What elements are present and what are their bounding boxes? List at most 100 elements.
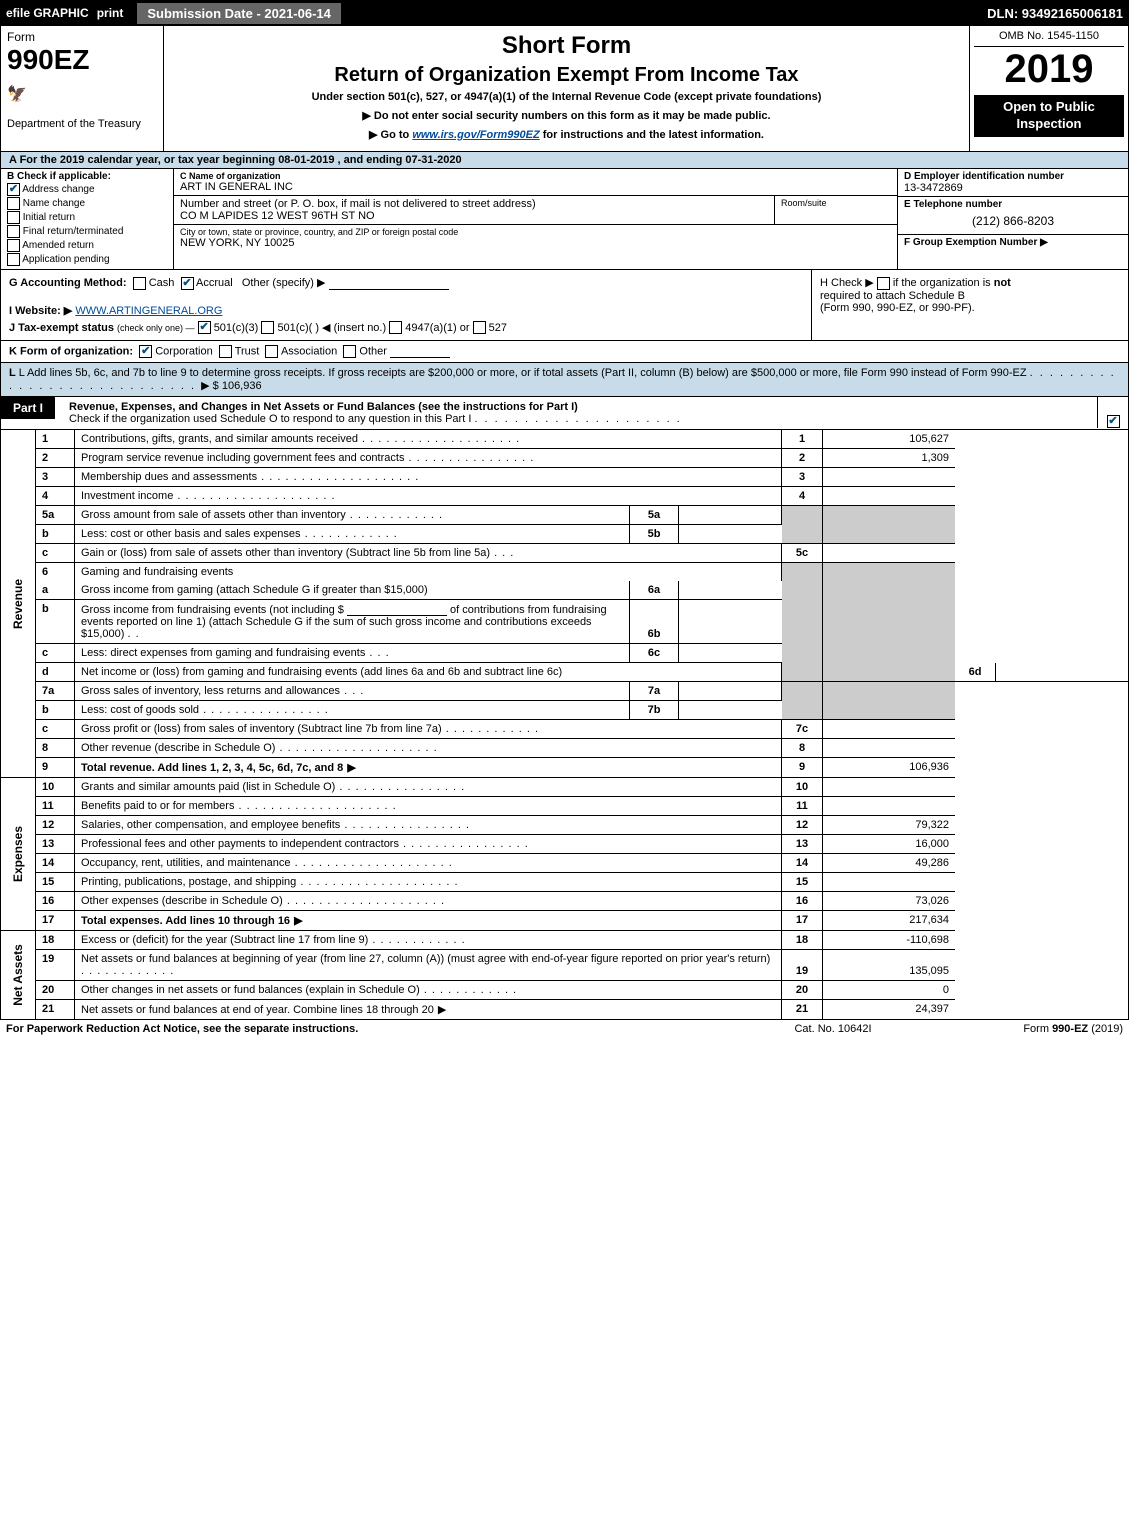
grey-cell	[823, 506, 956, 544]
row-4: 4 Investment income 4	[1, 487, 1129, 506]
k-assoc-chk[interactable]	[265, 345, 278, 358]
chk-initial-return[interactable]: Initial return	[7, 211, 167, 224]
omb-number: OMB No. 1545-1150	[974, 30, 1124, 47]
linetext: Less: direct expenses from gaming and fu…	[81, 647, 390, 659]
subcell: 7b	[630, 701, 679, 720]
l-text: L Add lines 5b, 6c, and 7b to line 9 to …	[19, 367, 1027, 379]
subval	[679, 701, 782, 720]
h-not: not	[994, 277, 1011, 289]
chk-name-change[interactable]: Name change	[7, 197, 167, 210]
subcell: 6c	[630, 644, 679, 663]
lineno: b	[36, 600, 75, 644]
linetext: Program service revenue including govern…	[81, 452, 534, 464]
linetext: Total expenses. Add lines 10 through 16	[81, 915, 304, 927]
radio-icon[interactable]	[181, 277, 194, 290]
k-other-field[interactable]	[390, 345, 450, 358]
chk-final-return[interactable]: Final return/terminated	[7, 225, 167, 238]
h-text4: (Form 990, 990-EZ, or 990-PF).	[820, 302, 975, 314]
h-checkbox[interactable]	[877, 277, 890, 290]
j-527-chk[interactable]	[473, 321, 486, 334]
numcell: 4	[782, 487, 823, 506]
chk-label: Amended return	[22, 240, 94, 251]
part1-checkbox[interactable]	[1107, 415, 1120, 428]
k-other-chk[interactable]	[343, 345, 356, 358]
irs-link[interactable]: www.irs.gov/Form990EZ	[412, 129, 539, 141]
print-link[interactable]: print	[97, 6, 124, 20]
d-label: D Employer identification number	[904, 171, 1122, 182]
form-word: Form	[7, 30, 157, 44]
checkbox-icon	[7, 225, 20, 238]
row-15: 15 Printing, publications, postage, and …	[1, 873, 1129, 892]
page-footer: For Paperwork Reduction Act Notice, see …	[0, 1020, 1129, 1038]
k-trust-chk[interactable]	[219, 345, 232, 358]
valcell: 1,309	[823, 449, 956, 468]
radio-icon[interactable]	[133, 277, 146, 290]
j-o3: 4947(a)(1) or	[405, 322, 469, 334]
subval	[679, 506, 782, 525]
chk-address-change[interactable]: Address change	[7, 183, 167, 196]
g-label: G Accounting Method:	[9, 277, 127, 289]
line-a: A For the 2019 calendar year, or tax yea…	[0, 152, 1129, 169]
other-specify-field[interactable]	[329, 277, 449, 290]
linetext: Investment income	[81, 490, 336, 502]
lineno: 16	[36, 892, 75, 911]
j-o2: 501(c)( ) ◀ (insert no.)	[277, 322, 386, 334]
j-501c3-chk[interactable]	[198, 321, 211, 334]
linetext: Contributions, gifts, grants, and simila…	[81, 433, 520, 445]
numcell: 20	[782, 981, 823, 1000]
lineno: a	[36, 581, 75, 600]
j-4947-chk[interactable]	[389, 321, 402, 334]
k-other: Other	[359, 346, 387, 358]
part1-title-text: Revenue, Expenses, and Changes in Net As…	[69, 401, 578, 413]
j-o4: 527	[489, 322, 507, 334]
part1-checkbox-cell	[1097, 397, 1128, 428]
k-corp-chk[interactable]	[139, 345, 152, 358]
e-label: E Telephone number	[904, 199, 1122, 210]
row-10: Expenses 10 Grants and similar amounts p…	[1, 778, 1129, 797]
city-label: City or town, state or province, country…	[180, 227, 891, 237]
subval	[679, 600, 782, 644]
linetext: Occupancy, rent, utilities, and maintena…	[81, 857, 453, 869]
chk-label: Address change	[22, 184, 94, 195]
grey-cell	[823, 682, 956, 720]
valcell	[823, 739, 956, 758]
form-ref-c: (2019)	[1088, 1023, 1123, 1035]
tax-year: 2019	[974, 47, 1124, 91]
chk-label: Final return/terminated	[23, 226, 124, 237]
lineno: b	[36, 701, 75, 720]
website-link[interactable]: WWW.ARTINGENERAL.ORG	[75, 305, 222, 317]
ein: 13-3472869	[904, 182, 1122, 194]
chk-amended[interactable]: Amended return	[7, 239, 167, 252]
lineno: c	[36, 544, 75, 563]
amount-field[interactable]	[347, 603, 447, 616]
j-501c-chk[interactable]	[261, 321, 274, 334]
numcell: 16	[782, 892, 823, 911]
numcell: 11	[782, 797, 823, 816]
lineno: 19	[36, 950, 75, 981]
lineno: 2	[36, 449, 75, 468]
b-label: B Check if applicable:	[7, 171, 167, 182]
row-6c: c Less: direct expenses from gaming and …	[1, 644, 1129, 663]
header-right: OMB No. 1545-1150 2019 Open to Public In…	[970, 26, 1128, 151]
chk-pending[interactable]: Application pending	[7, 253, 167, 266]
checkbox-icon	[7, 211, 20, 224]
subcell: 7a	[630, 682, 679, 701]
linetext: Net assets or fund balances at beginning…	[81, 953, 770, 977]
efile-link[interactable]: efile GRAPHIC	[6, 6, 89, 20]
numcell: 6d	[955, 663, 996, 682]
subval	[679, 682, 782, 701]
row-5b: b Less: cost or other basis and sales ex…	[1, 525, 1129, 544]
numcell: 2	[782, 449, 823, 468]
numcell: 14	[782, 854, 823, 873]
linetext: Gaming and fundraising events	[75, 563, 782, 582]
row-6: 6 Gaming and fundraising events	[1, 563, 1129, 582]
numcell: 17	[782, 911, 823, 931]
linetext: Grants and similar amounts paid (list in…	[81, 781, 465, 793]
row-5c: c Gain or (loss) from sale of assets oth…	[1, 544, 1129, 563]
valcell: 16,000	[823, 835, 956, 854]
org-name: ART IN GENERAL INC	[180, 181, 891, 193]
numcell: 19	[782, 950, 823, 981]
row-7b: b Less: cost of goods sold 7b	[1, 701, 1129, 720]
subcell: 5a	[630, 506, 679, 525]
valcell	[823, 873, 956, 892]
